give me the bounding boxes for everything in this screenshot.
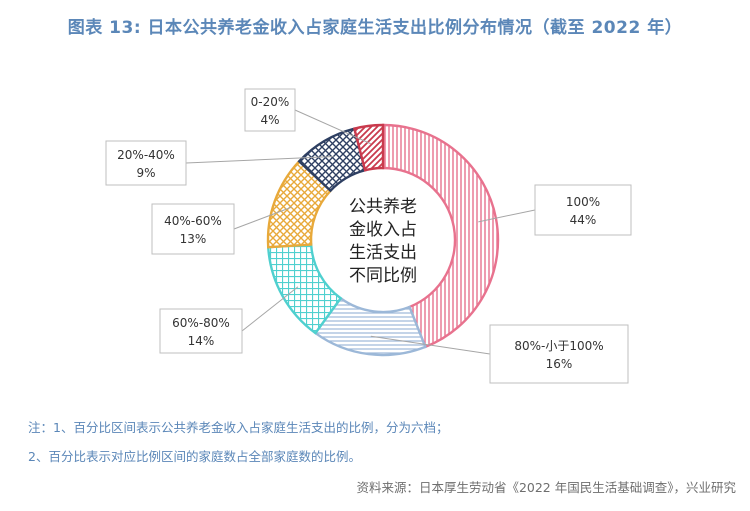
- leader-line: [185, 156, 334, 164]
- chart-title: 图表 13: 日本公共养老金收入占家庭生活支出比例分布情况（截至 2022 年）: [67, 18, 683, 38]
- slice-label: 60%-80% 14%: [159, 308, 243, 354]
- slice-value-label: 4%: [260, 113, 279, 127]
- slice-label: 100% 44%: [534, 184, 632, 236]
- center-label-line: 金收入占: [349, 220, 417, 240]
- leader-line: [370, 335, 491, 355]
- slice-category-label: 80%-小于100%: [514, 339, 603, 353]
- slice-value-label: 13%: [180, 232, 207, 246]
- source-text: 资料来源：日本厚生劳动省《2022 年国民生活基础调查》，兴业研究: [356, 480, 736, 495]
- slice-value-label: 16%: [546, 357, 573, 371]
- slice-label: 20%-40% 9%: [105, 140, 187, 186]
- slice-label: 40%-60% 13%: [151, 203, 235, 255]
- note-line-1: 注：1、百分比区间表示公共养老金收入占家庭生活支出的比例，分为六档；: [28, 420, 449, 435]
- slice-5: [352, 123, 385, 172]
- label-box: [534, 184, 632, 236]
- slices-layer: [266, 123, 500, 357]
- slice-category-label: 0-20%: [251, 95, 290, 109]
- leader-lines-layer: [185, 109, 536, 355]
- leader-line: [294, 109, 372, 145]
- label-box: [105, 140, 187, 186]
- label-box: [489, 324, 629, 384]
- labels-layer: 100% 44% 80%-小于100% 16% 60%-80% 14% 40%-60% 13%…: [105, 88, 632, 384]
- note-line-2: 2、百分比表示对应比例区间的家庭数占全部家庭数的比例。: [28, 449, 361, 464]
- slice-value-label: 14%: [188, 334, 215, 348]
- leader-line: [241, 286, 299, 332]
- slice-value-label: 9%: [136, 166, 155, 180]
- slice-0: [381, 123, 500, 349]
- label-box: [159, 308, 243, 354]
- leader-line: [233, 206, 292, 230]
- center-label-line: 生活支出: [349, 243, 417, 263]
- center-label: 公共养老 金收入占 生活支出 不同比例: [349, 197, 417, 286]
- slice-category-label: 100%: [566, 195, 600, 209]
- slice-label: 0-20% 4%: [244, 88, 296, 132]
- slice-value-label: 44%: [570, 213, 597, 227]
- slice-category-label: 40%-60%: [164, 214, 222, 228]
- leader-line: [478, 209, 536, 223]
- slice-label: 80%-小于100% 16%: [489, 324, 629, 384]
- label-box: [151, 203, 235, 255]
- center-label-line: 公共养老: [349, 197, 417, 217]
- slice-category-label: 60%-80%: [172, 316, 230, 330]
- center-label-line: 不同比例: [349, 266, 417, 286]
- label-box: [244, 88, 296, 132]
- slice-category-label: 20%-40%: [117, 148, 175, 162]
